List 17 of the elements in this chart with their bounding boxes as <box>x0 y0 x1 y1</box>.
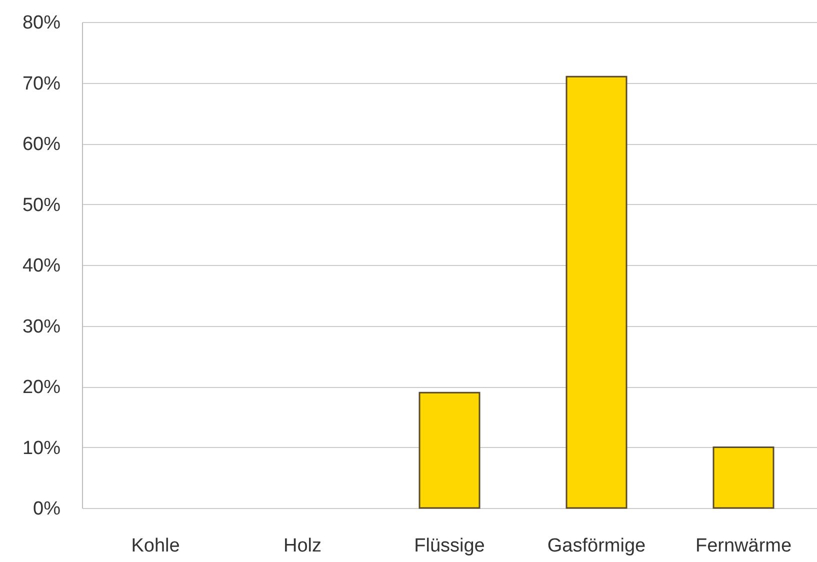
y-tick-label: 30% <box>22 316 61 338</box>
y-tick-label: 0% <box>33 498 61 520</box>
x-tick-label: Gasförmige <box>547 536 646 556</box>
y-tick-label: 20% <box>22 377 61 398</box>
bar <box>418 392 480 509</box>
bar <box>712 446 774 509</box>
x-tick-label: Flüssige <box>414 536 485 556</box>
y-tick-label: 60% <box>22 134 61 155</box>
x-tick-label: Holz <box>283 536 322 556</box>
y-tick-label: 10% <box>22 438 61 459</box>
y-tick-label: 80% <box>22 12 61 34</box>
x-tick-label: Kohle <box>131 536 180 556</box>
bar <box>566 76 628 509</box>
y-tick-label: 40% <box>22 256 61 276</box>
y-tick-label: 70% <box>22 73 61 94</box>
x-tick-label: Fernwärme <box>695 536 792 556</box>
y-tick-label: 50% <box>22 194 61 216</box>
